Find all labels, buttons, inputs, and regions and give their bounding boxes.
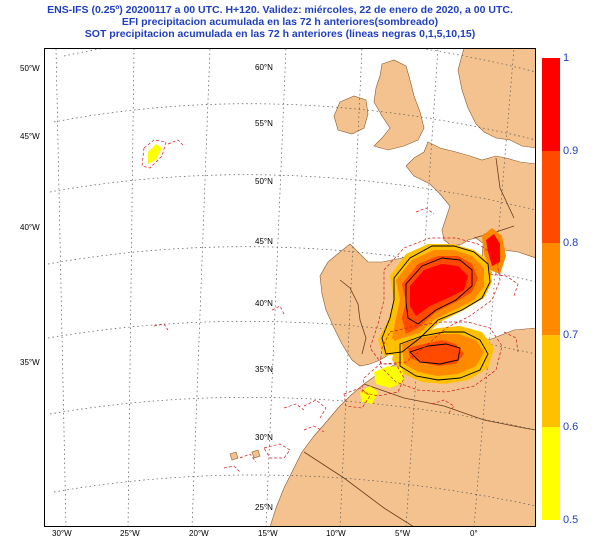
lon-label-30w: 30°W [52,529,72,538]
colorbar-label-0.6: 0.6 [563,421,579,433]
efi-colorbar [542,58,560,520]
lon-label-10w: 10°W [326,529,346,538]
sot-contours [381,245,491,381]
lon-label-5w: 5°W [395,529,411,538]
colorbar-label-0.8: 0.8 [563,237,579,249]
lat-label-60n: 60°N [255,63,273,72]
forecast-map: 60°N 55°N 50°N 45°N 40°N 35°N 30°N 25°N [44,48,536,527]
colorbar-segment-0.5-0.6 [542,427,560,520]
colorbar-label-0.5: 0.5 [563,514,579,526]
lon-label-15w: 15°W [258,529,278,538]
graticule [47,48,536,527]
title-line-3: SOT precipitacion acumulada en las 72 h … [84,28,476,40]
lon-label-40w: 40°W [20,223,40,232]
lon-label-45w: 45°W [20,132,40,141]
title-line-2: EFI precipitacion acumulada en las 72 h … [121,16,439,28]
colorbar-segment-0.6-0.7 [542,335,560,427]
map-title-block: ENS-IFS (0.25º) 20200117 a 00 UTC. H+120… [0,4,560,40]
lon-label-0: 0° [470,529,478,538]
colorbar-segment-0.7-0.8 [542,243,560,335]
lat-label-50n: 50°N [255,177,273,186]
longitude-labels-left: 50°W 45°W 40°W 35°W [0,0,44,550]
map-frame [44,48,536,527]
longitude-labels-bottom: 30°W 25°W 20°W 15°W 10°W 5°W 0° [0,528,596,550]
colorbar-segment-0.9-1 [542,58,560,151]
lon-label-20w: 20°W [189,529,209,538]
lat-label-55n: 55°N [255,119,273,128]
lon-label-50w: 50°W [20,64,40,73]
lat-label-40n: 40°N [255,299,273,308]
colorbar-segment-0.8-0.9 [542,151,560,243]
sot-dashed-lines [141,139,519,473]
colorbar-label-1: 1 [563,52,570,64]
lat-label-25n: 25°N [255,503,273,512]
latitude-labels: 60°N 55°N 50°N 45°N 40°N 35°N 30°N 25°N [255,63,273,512]
lon-label-35w: 35°W [20,358,40,367]
lat-label-45n: 45°N [255,237,273,246]
colorbar-label-0.9: 0.9 [563,145,579,157]
colorbar-label-0.7: 0.7 [563,329,579,341]
lon-label-25w: 25°W [120,529,140,538]
lat-label-35n: 35°N [255,365,273,374]
title-line-1: ENS-IFS (0.25º) 20200117 a 00 UTC. H+120… [47,4,513,16]
lat-label-30n: 30°N [255,433,273,442]
